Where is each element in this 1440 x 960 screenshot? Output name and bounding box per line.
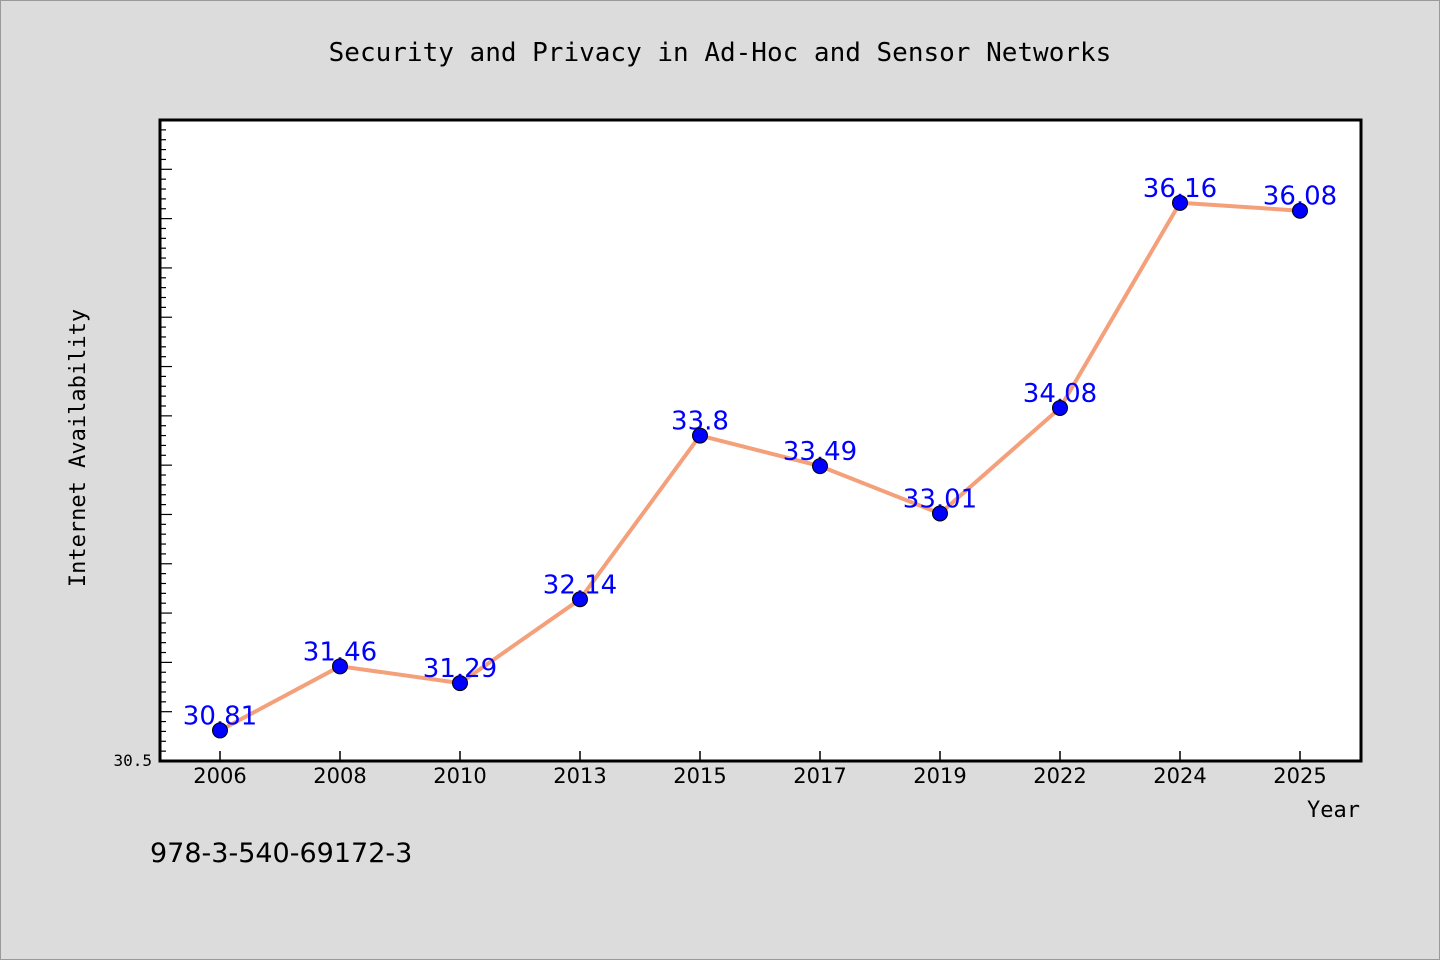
- data-point-marker: [572, 591, 588, 608]
- plot-area: [158, 118, 1363, 763]
- x-tick-label: 2019: [913, 764, 966, 788]
- x-tick-label: 2006: [193, 764, 246, 788]
- y-axis-label: Internet Availability: [66, 309, 91, 587]
- x-tick-label: 2017: [793, 764, 846, 788]
- series-line: [218, 200, 1302, 733]
- footnote-isbn: 978-3-540-69172-3: [150, 838, 412, 869]
- data-point-marker: [692, 427, 708, 444]
- y-axis-ticks: [160, 119, 172, 762]
- x-tick-label: 2010: [433, 764, 486, 788]
- x-axis-label: Year: [1307, 798, 1360, 823]
- data-point-marker: [812, 458, 828, 475]
- data-point-marker: [212, 722, 228, 739]
- x-tick-label: 2008: [313, 764, 366, 788]
- data-markers: [212, 194, 1308, 739]
- data-point-marker: [1292, 202, 1308, 219]
- chart-title: Security and Privacy in Ad-Hoc and Senso…: [329, 38, 1112, 68]
- data-point-marker: [452, 675, 468, 692]
- x-tick-label: 2015: [673, 764, 726, 788]
- data-point-marker: [932, 505, 948, 522]
- y-tick-label: 30.5: [113, 751, 152, 770]
- x-tick-label: 2022: [1033, 764, 1086, 788]
- x-tick-label: 2013: [553, 764, 606, 788]
- x-axis-ticks: [219, 751, 1301, 761]
- data-point-marker: [332, 658, 348, 675]
- x-tick-label: 2024: [1153, 764, 1206, 788]
- x-tick-label: 2025: [1273, 764, 1326, 788]
- x-axis-tick-labels: 2006 2008 2010 2013 2015 2017 2019 2022 2024 2025: [193, 764, 1326, 788]
- data-point-marker: [1052, 399, 1068, 416]
- data-point-marker: [1172, 194, 1188, 211]
